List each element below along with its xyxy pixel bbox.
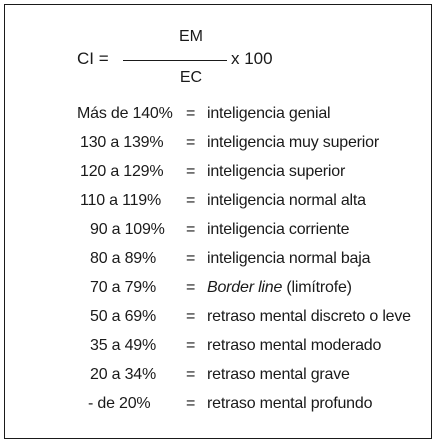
- equals-sign: =: [186, 221, 196, 238]
- equals-sign: =: [186, 134, 196, 151]
- category-label-rest: (limítrofe): [282, 279, 352, 296]
- equals-sign: =: [186, 192, 196, 209]
- list-item: - de 20% = retraso mental profundo: [5, 395, 431, 419]
- equals-sign: =: [186, 250, 196, 267]
- category-label: retraso mental discreto o leve: [207, 308, 411, 325]
- equals-sign: =: [186, 163, 196, 180]
- range-label: 35 a 49%: [90, 337, 157, 354]
- equals-sign: =: [186, 279, 196, 296]
- list-item: 35 a 49% = retraso mental moderado: [5, 337, 431, 361]
- formula-denominator: EC: [179, 69, 203, 86]
- equals-sign: =: [186, 366, 196, 383]
- range-label: 20 a 34%: [90, 366, 157, 383]
- range-label: 120 a 129%: [80, 163, 164, 180]
- category-label-italic: Border line: [207, 279, 283, 296]
- list-item: 130 a 139% = inteligencia muy superior: [5, 134, 431, 158]
- list-item: 80 a 89% = inteligencia normal baja: [5, 250, 431, 274]
- list-item: 90 a 109% = inteligencia corriente: [5, 221, 431, 245]
- range-label: - de 20%: [88, 395, 151, 412]
- category-label: inteligencia corriente: [207, 221, 350, 238]
- equals-sign: =: [186, 105, 196, 122]
- category-label: inteligencia normal baja: [207, 250, 371, 267]
- category-label: inteligencia normal alta: [207, 192, 366, 209]
- ci-formula: CI = EM EC x 100: [5, 5, 431, 105]
- range-label: 90 a 109%: [90, 221, 165, 238]
- category-label: inteligencia superior: [207, 163, 346, 180]
- equals-sign: =: [186, 337, 196, 354]
- range-label: 110 a 119%: [80, 192, 162, 209]
- category-label: retraso mental moderado: [207, 337, 382, 354]
- category-label: retraso mental grave: [207, 366, 350, 383]
- range-label: 80 a 89%: [90, 250, 157, 267]
- category-label: Border line (limítrofe): [207, 279, 352, 297]
- list-item: 20 a 34% = retraso mental grave: [5, 366, 431, 390]
- range-label: 50 a 69%: [90, 308, 157, 325]
- list-item: 70 a 79% = Border line (limítrofe): [5, 279, 431, 303]
- formula-lhs: CI =: [77, 49, 109, 68]
- range-label: 70 a 79%: [90, 279, 157, 296]
- category-label: retraso mental profundo: [207, 395, 373, 412]
- list-item: Más de 140% = inteligencia genial: [5, 105, 431, 129]
- formula-multiplier: x 100: [231, 49, 273, 68]
- list-item: 110 a 119% = inteligencia normal alta: [5, 192, 431, 216]
- fraction-bar: [123, 60, 227, 61]
- formula-numerator: EM: [179, 28, 203, 45]
- equals-sign: =: [186, 395, 196, 412]
- range-label: 130 a 139%: [80, 134, 164, 151]
- table-frame: CI = EM EC x 100 Más de 140% = inteligen…: [4, 4, 432, 439]
- category-label: inteligencia genial: [207, 105, 331, 122]
- category-label: inteligencia muy superior: [207, 134, 379, 151]
- range-label: Más de 140%: [77, 105, 173, 122]
- list-item: 120 a 129% = inteligencia superior: [5, 163, 431, 187]
- equals-sign: =: [186, 308, 196, 325]
- list-item: 50 a 69% = retraso mental discreto o lev…: [5, 308, 431, 332]
